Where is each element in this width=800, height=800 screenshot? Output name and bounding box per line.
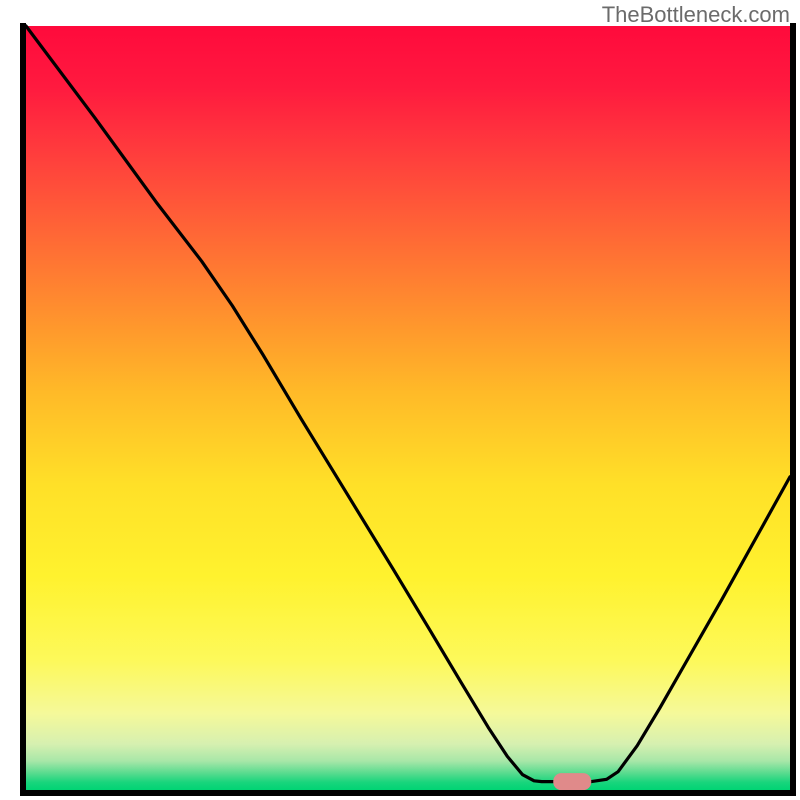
- chart-svg: TheBottleneck.com: [0, 0, 800, 800]
- chart-root: TheBottleneck.com: [0, 0, 800, 800]
- watermark-text: TheBottleneck.com: [602, 2, 790, 27]
- optimal-marker: [553, 773, 591, 790]
- gradient-plot-area: [26, 26, 790, 790]
